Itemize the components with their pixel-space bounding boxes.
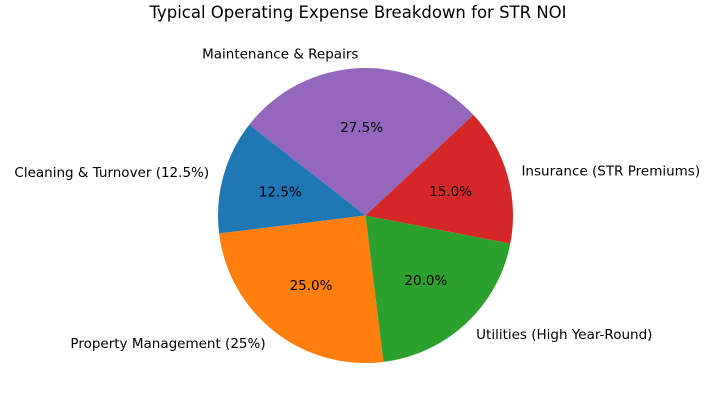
pie-slice-cleaning-turnover-12-5 [218,124,366,234]
pie-slice-insurance-str-premiums [365,114,513,244]
pie-slice-maintenance-repairs [249,68,474,216]
pie-slice-label-property-management-25: Property Management (25%) [70,336,265,352]
chart-title: Typical Operating Expense Breakdown for … [149,3,567,22]
pie-pct-label-maintenance-repairs: 27.5% [340,120,383,136]
pie-slice-utilities-high-year-round [365,215,511,362]
pie-slice-label-maintenance-repairs: Maintenance & Repairs [202,46,358,62]
pie-pct-label-insurance-str-premiums: 15.0% [429,184,472,200]
pie-slice-property-management-25 [219,215,384,363]
pie-slice-label-insurance-str-premiums: Insurance (STR Premiums) [521,164,700,180]
pie-pct-label-cleaning-turnover-12-5: 12.5% [259,185,302,201]
pie-slice-label-utilities-high-year-round: Utilities (High Year-Round) [476,327,652,343]
pie-pct-label-property-management-25: 25.0% [290,278,333,294]
pie-pct-label-utilities-high-year-round: 20.0% [404,273,447,289]
pie-slice-label-cleaning-turnover-12-5: Cleaning & Turnover (12.5%) [14,165,209,181]
